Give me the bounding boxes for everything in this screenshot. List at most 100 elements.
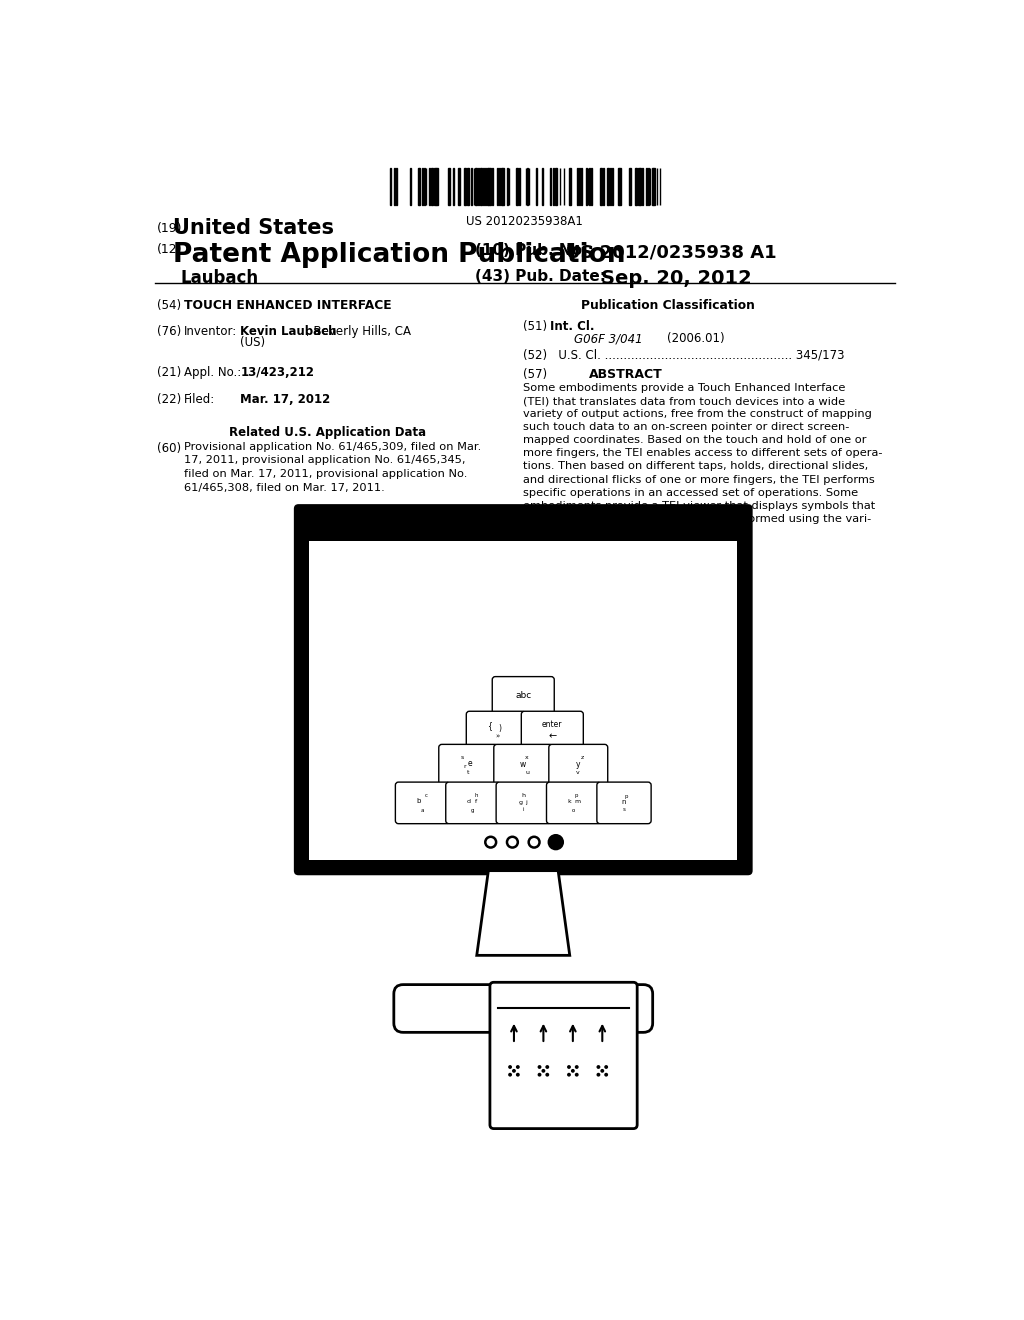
Bar xyxy=(480,168,482,205)
Bar xyxy=(453,168,455,205)
Circle shape xyxy=(508,1065,512,1069)
FancyBboxPatch shape xyxy=(294,504,753,875)
Bar xyxy=(484,168,486,205)
FancyBboxPatch shape xyxy=(309,541,737,859)
Text: Patent Application Publication: Patent Application Publication xyxy=(173,242,626,268)
Bar xyxy=(577,168,579,205)
Text: v: v xyxy=(575,771,580,775)
FancyBboxPatch shape xyxy=(489,982,637,1129)
Text: a: a xyxy=(421,808,424,813)
Text: p: p xyxy=(625,795,628,799)
Bar xyxy=(638,168,640,205)
FancyBboxPatch shape xyxy=(496,781,550,824)
Text: z: z xyxy=(581,755,584,760)
Text: e: e xyxy=(468,759,472,768)
Text: (19): (19) xyxy=(157,222,182,235)
Circle shape xyxy=(571,1069,574,1073)
Circle shape xyxy=(604,1073,608,1077)
Text: (52)   U.S. Cl. .................................................. 345/173: (52) U.S. Cl. ..........................… xyxy=(523,348,845,362)
Text: s: s xyxy=(623,808,626,812)
FancyBboxPatch shape xyxy=(521,711,584,750)
FancyBboxPatch shape xyxy=(547,781,601,824)
Text: United States: United States xyxy=(173,218,334,239)
Text: k: k xyxy=(568,799,571,804)
Bar xyxy=(436,168,438,205)
Circle shape xyxy=(516,1065,520,1069)
Text: (2006.01): (2006.01) xyxy=(667,333,724,346)
Text: {: { xyxy=(487,722,492,730)
Text: y: y xyxy=(577,760,581,768)
Bar xyxy=(516,168,518,205)
Text: Provisional application No. 61/465,309, filed on Mar.
17, 2011, provisional appl: Provisional application No. 61/465,309, … xyxy=(183,442,481,492)
Text: Publication Classification: Publication Classification xyxy=(582,298,756,312)
Text: US 20120235938A1: US 20120235938A1 xyxy=(466,215,584,227)
Text: t: t xyxy=(467,771,469,775)
Bar xyxy=(518,168,520,205)
Text: j: j xyxy=(525,800,527,805)
Bar xyxy=(464,168,466,205)
Text: Appl. No.:: Appl. No.: xyxy=(183,367,241,379)
Text: m: m xyxy=(574,799,581,804)
Text: d: d xyxy=(467,799,471,804)
Bar xyxy=(429,168,430,205)
Text: TOUCH ENHANCED INTERFACE: TOUCH ENHANCED INTERFACE xyxy=(183,298,391,312)
Circle shape xyxy=(567,1065,571,1069)
Text: r: r xyxy=(463,764,466,770)
Text: enter: enter xyxy=(542,719,562,729)
Text: (51): (51) xyxy=(523,321,548,333)
Circle shape xyxy=(597,1065,600,1069)
Circle shape xyxy=(538,1073,542,1077)
Text: x: x xyxy=(525,755,529,760)
Bar xyxy=(569,168,570,205)
Bar xyxy=(630,168,631,205)
Circle shape xyxy=(528,837,540,847)
Text: ←: ← xyxy=(548,731,556,742)
Text: (60): (60) xyxy=(157,442,181,455)
Text: c: c xyxy=(425,793,428,797)
Bar xyxy=(600,168,601,205)
Text: p: p xyxy=(574,793,578,797)
Bar xyxy=(475,168,477,205)
Text: w: w xyxy=(520,760,526,768)
Text: G06F 3/041: G06F 3/041 xyxy=(573,333,642,346)
Circle shape xyxy=(546,1065,549,1069)
Text: (21): (21) xyxy=(157,367,181,379)
Circle shape xyxy=(546,1073,549,1077)
Bar xyxy=(309,508,737,531)
Text: s: s xyxy=(461,755,464,760)
Circle shape xyxy=(574,1065,579,1069)
Bar xyxy=(581,168,583,205)
Circle shape xyxy=(604,1065,608,1069)
Circle shape xyxy=(507,837,518,847)
Text: Mar. 17, 2012: Mar. 17, 2012 xyxy=(241,393,331,407)
Circle shape xyxy=(512,1069,516,1073)
FancyBboxPatch shape xyxy=(395,781,450,824)
FancyBboxPatch shape xyxy=(493,677,554,715)
Text: n: n xyxy=(621,799,626,805)
Circle shape xyxy=(574,1073,579,1077)
Circle shape xyxy=(508,1073,512,1077)
FancyBboxPatch shape xyxy=(394,985,652,1032)
Circle shape xyxy=(485,837,496,847)
Bar xyxy=(607,168,609,205)
Bar xyxy=(488,168,490,205)
Bar xyxy=(553,168,554,205)
Bar xyxy=(431,168,433,205)
Text: (10) Pub. No.:: (10) Pub. No.: xyxy=(475,243,594,259)
Circle shape xyxy=(597,1073,600,1077)
Text: Kevin Laubach: Kevin Laubach xyxy=(241,325,337,338)
Text: b: b xyxy=(417,799,421,804)
Text: h: h xyxy=(474,793,478,797)
Bar xyxy=(591,168,592,205)
Text: o: o xyxy=(572,808,575,813)
Circle shape xyxy=(549,836,563,849)
Circle shape xyxy=(516,1073,520,1077)
FancyBboxPatch shape xyxy=(466,711,525,750)
Text: 13/423,212: 13/423,212 xyxy=(241,367,314,379)
Text: Filed:: Filed: xyxy=(183,393,215,407)
FancyBboxPatch shape xyxy=(445,781,500,824)
Circle shape xyxy=(600,1069,604,1073)
Bar xyxy=(653,168,655,205)
Bar xyxy=(458,168,460,205)
Circle shape xyxy=(542,1069,546,1073)
